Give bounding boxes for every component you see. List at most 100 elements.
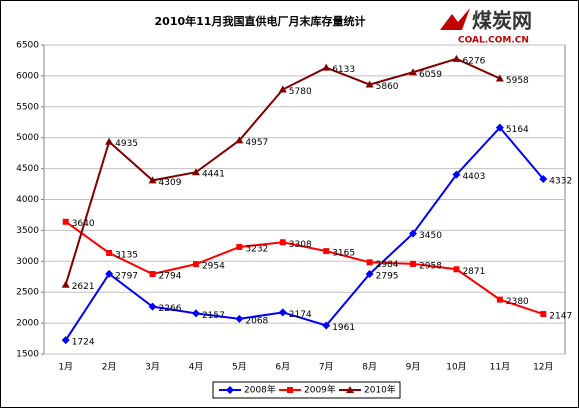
- x-tick-label: 9月: [406, 362, 421, 373]
- data-label: 4935: [115, 139, 138, 149]
- data-label: 6276: [462, 56, 485, 66]
- marker: [105, 269, 114, 278]
- data-label: 1724: [72, 338, 95, 348]
- logo-icon: [440, 8, 470, 30]
- data-label: 5164: [506, 125, 529, 135]
- y-tick-label: 3500: [16, 226, 39, 236]
- marker: [540, 311, 547, 318]
- marker: [365, 269, 374, 278]
- data-label: 1961: [332, 323, 355, 333]
- data-label: 2984: [376, 260, 399, 270]
- data-label: 2794: [159, 272, 182, 282]
- data-label: 3450: [419, 231, 442, 241]
- marker: [235, 314, 244, 323]
- data-label: 4403: [462, 172, 485, 182]
- marker: [495, 123, 504, 132]
- legend: 2008年 2009年 2010年: [212, 381, 401, 399]
- x-tick-label: 10月: [446, 362, 466, 373]
- marker: [106, 249, 113, 256]
- series-line: [64, 126, 545, 341]
- legend-marker: [287, 387, 293, 393]
- marker: [235, 136, 244, 144]
- legend-box: [212, 381, 401, 399]
- chart-title: 2010年11月我国直供电厂月末库存量统计: [155, 14, 366, 28]
- data-label: 2871: [462, 267, 485, 277]
- marker: [322, 63, 331, 71]
- marker: [323, 248, 330, 255]
- legend-label: 2008年: [244, 384, 276, 396]
- x-tick-label: 11月: [490, 362, 510, 373]
- x-tick-label: 2月: [102, 362, 117, 373]
- logo: 煤炭网 COAL.COM.CN: [440, 8, 532, 46]
- legend-marker: [226, 386, 234, 394]
- legend-label: 2010年: [364, 384, 396, 396]
- data-label: 2958: [419, 261, 442, 271]
- marker: [453, 266, 460, 273]
- marker: [452, 170, 461, 179]
- y-tick-label: 5000: [16, 133, 39, 143]
- data-label: 2795: [376, 271, 399, 281]
- marker: [192, 261, 199, 268]
- logo-name: 煤炭网: [472, 9, 532, 33]
- y-tick-label: 2500: [16, 288, 39, 298]
- data-label: 4332: [549, 176, 572, 186]
- legend-marker: [346, 386, 354, 393]
- series-line: [65, 220, 544, 315]
- data-label: 2380: [506, 297, 529, 307]
- marker: [148, 302, 157, 311]
- data-label: 5958: [506, 76, 529, 86]
- data-label: 2621: [72, 282, 95, 292]
- data-label: 4957: [245, 138, 268, 148]
- data-label: 3308: [289, 240, 312, 250]
- data-label: 3165: [332, 249, 355, 259]
- data-label: 2157: [202, 311, 225, 321]
- x-tick-label: 7月: [319, 362, 334, 373]
- marker: [61, 280, 70, 288]
- marker: [539, 174, 548, 183]
- marker: [322, 321, 331, 330]
- data-label: 2954: [202, 262, 225, 272]
- marker: [61, 336, 70, 345]
- y-tick-label: 1500: [16, 350, 39, 360]
- marker: [236, 243, 243, 250]
- marker: [191, 309, 200, 318]
- x-tick-label: 1月: [58, 362, 73, 373]
- marker: [365, 80, 374, 88]
- marker: [366, 259, 373, 266]
- x-tick-label: 4月: [189, 362, 204, 373]
- y-tick-label: 2000: [16, 319, 39, 329]
- data-label: 5860: [376, 82, 399, 92]
- marker: [496, 296, 503, 303]
- legend-label: 2009年: [304, 384, 336, 396]
- marker: [279, 239, 286, 246]
- data-label: 2174: [289, 310, 312, 320]
- x-tick-label: 6月: [275, 362, 290, 373]
- data-label: 4441: [202, 170, 225, 180]
- logo-url: COAL.COM.CN: [458, 36, 529, 46]
- data-label: 2266: [159, 304, 182, 314]
- marker: [452, 54, 461, 62]
- y-tick-label: 5500: [16, 102, 39, 112]
- y-tick-label: 4500: [16, 164, 39, 174]
- y-tick-label: 6500: [16, 41, 39, 51]
- marker: [409, 68, 418, 76]
- data-label: 3232: [245, 244, 268, 254]
- y-tick-label: 3000: [16, 257, 39, 267]
- data-label: 6133: [332, 65, 355, 75]
- data-label: 3135: [115, 250, 138, 260]
- marker: [410, 260, 417, 267]
- data-label: 6059: [419, 70, 442, 80]
- marker: [495, 74, 504, 82]
- marker: [409, 229, 418, 238]
- data-label: 4309: [159, 178, 182, 188]
- data-label: 2068: [245, 316, 268, 326]
- marker: [149, 271, 156, 278]
- marker: [62, 218, 69, 225]
- data-label: 2797: [115, 271, 138, 281]
- marker: [278, 85, 287, 93]
- marker: [105, 137, 114, 145]
- data-label: 2147: [549, 312, 572, 322]
- data-label: 5780: [289, 87, 312, 97]
- x-tick-label: 12月: [533, 362, 553, 373]
